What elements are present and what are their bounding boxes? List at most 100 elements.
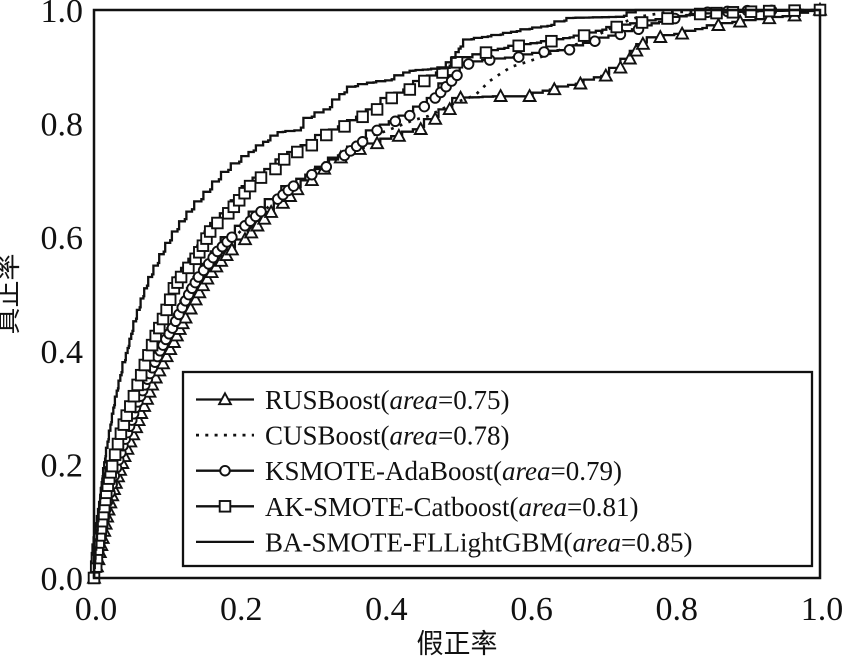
curves-layer: [86, 1, 828, 585]
triangle-marker: [761, 10, 777, 25]
y-tick-label: 0.0: [41, 561, 84, 598]
circle-marker: [306, 168, 318, 181]
y-axis-label: 真正率: [0, 254, 23, 335]
triangle-marker: [622, 50, 638, 65]
legend-label: BA-SMOTE-FLLightGBM(area=0.85): [265, 527, 692, 557]
plot-border: [92, 8, 822, 580]
triangle-marker: [217, 391, 233, 406]
x-tick-label: 0.4: [365, 591, 408, 628]
legend-box: [181, 370, 814, 568]
triangle-marker: [674, 25, 690, 40]
circle-marker: [563, 44, 576, 56]
legend-item: AK-SMOTE-Catboost(area=0.81): [196, 492, 638, 522]
square-marker: [418, 74, 431, 88]
legend-label: RUSBoost(area=0.75): [265, 385, 510, 415]
legend: RUSBoost(area=0.75) CUSBoost(area=0.78) KS…: [181, 370, 814, 568]
y-tick-label: 1.0: [41, 0, 84, 30]
square-marker: [269, 162, 282, 176]
square-marker: [211, 216, 224, 230]
legend-label: AK-SMOTE-Catboost(area=0.81): [265, 492, 638, 522]
square-marker: [710, 6, 723, 20]
circle-marker: [589, 35, 601, 47]
square-marker: [134, 368, 148, 382]
triangle-marker: [572, 75, 588, 90]
circle-marker: [451, 69, 463, 82]
square-marker: [127, 389, 141, 403]
circle-marker: [389, 115, 402, 128]
square-marker: [163, 293, 177, 306]
square-marker: [385, 91, 398, 105]
triangle-marker: [159, 348, 175, 363]
square-marker: [305, 138, 319, 152]
triangle-marker: [732, 13, 748, 28]
circle-marker: [371, 124, 383, 137]
triangle-marker: [710, 17, 726, 31]
square-marker: [174, 270, 188, 284]
circle-marker: [219, 464, 231, 477]
legend-item: CUSBoost(area=0.78): [196, 421, 510, 451]
triangle-marker: [369, 135, 385, 150]
triangle-marker: [413, 121, 429, 135]
triangle-marker: [237, 231, 253, 246]
triangle-marker: [224, 241, 240, 256]
triangle-marker: [493, 88, 509, 102]
triangle-marker: [546, 81, 562, 96]
triangle-marker: [628, 42, 644, 57]
square-marker: [545, 34, 558, 48]
triangle-marker: [652, 29, 668, 43]
triangle-marker: [263, 204, 279, 218]
legend-label: KSMOTE-AdaBoost(area=0.79): [265, 456, 622, 486]
y-tick-labels: 0.0 0.2 0.4 0.6 0.8 1.0: [41, 0, 84, 598]
square-marker: [338, 120, 351, 133]
square-marker: [479, 46, 493, 59]
y-tick-label: 0.4: [41, 334, 84, 371]
triangle-marker: [391, 127, 407, 142]
triangle-marker: [453, 89, 469, 104]
square-marker: [512, 39, 525, 53]
square-marker: [370, 103, 384, 116]
circle-marker: [418, 100, 431, 113]
circle-marker: [462, 58, 475, 70]
square-marker: [254, 171, 268, 184]
x-tick-label: 0.6: [510, 591, 553, 628]
circle-marker: [226, 231, 238, 243]
x-tick-label: 0.2: [220, 591, 263, 628]
square-marker: [111, 437, 125, 451]
triangle-marker: [256, 210, 272, 225]
y-tick-label: 0.8: [41, 107, 84, 144]
square-marker: [577, 29, 591, 42]
circle-marker: [287, 180, 300, 192]
legend-item: RUSBoost(area=0.75): [196, 385, 510, 415]
square-marker: [635, 16, 649, 29]
circle-marker: [320, 161, 333, 173]
series-line: [92, 8, 821, 579]
triangle-marker: [427, 110, 443, 125]
circle-marker: [356, 136, 369, 148]
triangle-marker: [635, 35, 651, 50]
y-tick-label: 0.6: [41, 220, 84, 257]
triangle-marker: [188, 291, 204, 306]
series-line: [92, 8, 820, 578]
square-marker: [182, 261, 195, 275]
x-tick-labels: 0.0 0.2 0.4 0.6 0.8 1.0: [75, 591, 844, 628]
square-marker: [610, 20, 623, 34]
x-tick-label: 0.8: [656, 591, 699, 628]
circle-marker: [538, 46, 550, 58]
triangle-marker: [612, 59, 628, 74]
circle-marker: [404, 109, 416, 122]
series-CUSBoost: [92, 8, 821, 579]
square-marker: [744, 5, 758, 18]
triangle-marker: [522, 88, 538, 102]
triangle-marker: [598, 67, 614, 82]
triangle-marker: [199, 270, 215, 285]
square-marker: [218, 500, 232, 513]
square-marker: [291, 145, 304, 159]
square-marker: [108, 448, 122, 461]
x-tick-label: 0.0: [75, 591, 118, 628]
square-marker: [160, 303, 173, 317]
square-marker: [203, 225, 217, 238]
series-BA-SMOTE-FLLightGBM: [92, 8, 820, 578]
legend-item: BA-SMOTE-FLLightGBM(area=0.85): [196, 527, 692, 557]
